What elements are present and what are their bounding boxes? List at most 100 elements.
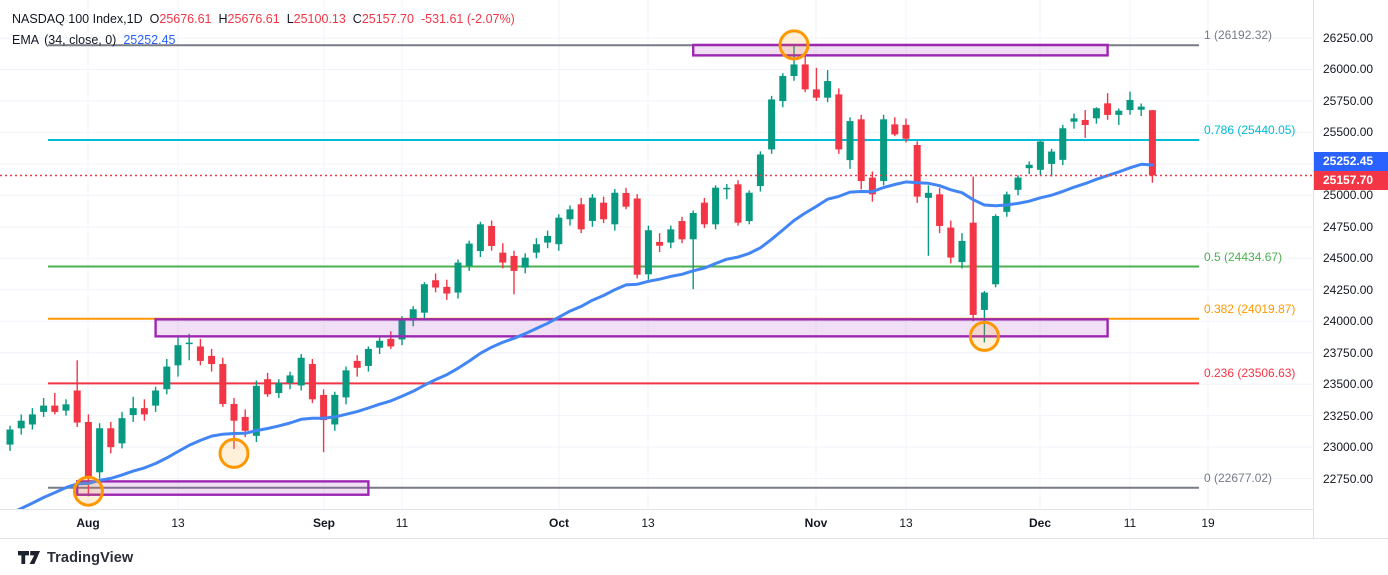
candle: [868, 171, 876, 202]
candle-body: [241, 416, 249, 431]
demand-zone-bottom[interactable]: [75, 480, 370, 496]
candle: [835, 88, 843, 154]
candle-body: [544, 235, 552, 243]
fib-retracement-tool[interactable]: [48, 44, 1199, 489]
candle: [476, 221, 484, 258]
candle: [1036, 139, 1044, 176]
candle-body: [936, 194, 944, 226]
candle-body: [320, 394, 328, 421]
indicator-legend-row[interactable]: EMA (34, close, 0) 25252.45: [12, 29, 515, 50]
candle-body: [667, 229, 675, 243]
candle: [331, 391, 339, 431]
candle: [28, 408, 36, 430]
candle-body: [286, 375, 294, 383]
candle-body: [577, 204, 585, 230]
candle-body: [555, 217, 563, 245]
price-tick-label: 25500.00: [1323, 125, 1374, 140]
candle-body: [129, 408, 137, 416]
candle: [275, 379, 283, 399]
candle: [443, 279, 451, 300]
candle: [779, 73, 787, 108]
candle-body: [140, 408, 148, 415]
fib-level-label[interactable]: 0.786 (25440.05): [1204, 122, 1296, 137]
candle-body: [174, 345, 182, 366]
candle-body: [846, 121, 854, 161]
price-tick-label: 23750.00: [1323, 345, 1374, 360]
candle: [712, 185, 720, 230]
candle-body: [1104, 103, 1112, 115]
candle-body: [84, 421, 92, 477]
candle-body: [1126, 99, 1134, 111]
candle: [1104, 93, 1112, 120]
candle: [1148, 110, 1156, 183]
candle-body: [275, 382, 283, 394]
candle: [936, 187, 944, 234]
candle-body: [62, 404, 70, 411]
low-value: L25100.13: [286, 11, 346, 26]
candle: [656, 233, 664, 253]
candle-body: [1137, 106, 1145, 110]
candle-body: [364, 348, 372, 366]
time-scale[interactable]: Aug 13 Sep 11 Oct 13 Nov 13 Dec 11 19: [0, 509, 1388, 539]
candle: [420, 282, 428, 319]
candlestick-series: [6, 45, 1156, 497]
tradingview-brand[interactable]: TradingView: [18, 550, 133, 566]
time-tick-label: 13: [899, 516, 913, 530]
candle-body: [398, 319, 406, 340]
price-tick-label: 23500.00: [1323, 377, 1374, 392]
candle: [353, 355, 361, 377]
candle-body: [96, 428, 104, 473]
fib-level-label[interactable]: 0.236 (23506.63): [1204, 366, 1296, 381]
candle: [846, 117, 854, 169]
candle-body: [756, 154, 764, 187]
candle: [432, 273, 440, 293]
fib-level-label[interactable]: 1 (26192.32): [1204, 28, 1273, 43]
candle-body: [924, 192, 932, 198]
candle-body: [73, 390, 81, 423]
candle: [812, 67, 820, 101]
candle: [342, 366, 350, 405]
candle-body: [1092, 108, 1100, 119]
price-badge: 25157.70: [1314, 171, 1388, 190]
candle-body: [420, 284, 428, 313]
candle-body: [107, 428, 115, 448]
candle-body: [409, 309, 417, 321]
fib-level-label[interactable]: 0 (22677.02): [1204, 470, 1273, 485]
candle: [756, 151, 764, 192]
time-tick-label: Aug: [76, 516, 100, 530]
chart-pane[interactable]: NASDAQ 100 Index, 1D O25676.61 H25676.61…: [0, 0, 1313, 509]
candle: [17, 414, 25, 435]
candle-body: [1115, 110, 1123, 115]
candle: [902, 118, 910, 143]
candle-body: [1036, 141, 1044, 170]
candle-body: [28, 414, 36, 425]
candle: [689, 210, 697, 290]
highlight-circle-marker[interactable]: [778, 29, 810, 61]
price-scale[interactable]: 26250.0026000.0025750.0025500.0025250.00…: [1313, 0, 1388, 538]
highlight-circle-marker[interactable]: [968, 320, 1000, 352]
symbol-legend-row[interactable]: NASDAQ 100 Index, 1D O25676.61 H25676.61…: [12, 8, 515, 29]
candle-body: [219, 364, 227, 404]
ema-line[interactable]: [10, 162, 1154, 509]
candle: [678, 216, 686, 244]
fib-level-label[interactable]: 0.382 (24019.87): [1204, 301, 1296, 316]
indicator-name[interactable]: EMA: [12, 32, 40, 47]
interval-label[interactable]: 1D: [126, 11, 143, 26]
chart-canvas[interactable]: [0, 0, 1313, 509]
candle: [745, 190, 753, 225]
symbol-title[interactable]: NASDAQ 100 Index: [12, 11, 124, 26]
fib-level-label[interactable]: 0.5 (24434.67): [1204, 249, 1283, 264]
candle: [364, 346, 372, 372]
chart-legend: NASDAQ 100 Index, 1D O25676.61 H25676.61…: [12, 8, 515, 50]
highlight-circle-marker[interactable]: [72, 475, 104, 507]
highlight-circle-marker[interactable]: [218, 437, 250, 469]
demand-zone-middle[interactable]: [154, 318, 1109, 338]
candle-body: [712, 187, 720, 225]
candle-body: [454, 262, 462, 293]
candle: [51, 393, 59, 415]
candle: [208, 348, 216, 372]
candle: [118, 411, 126, 449]
candle: [6, 425, 14, 451]
candle: [891, 117, 899, 137]
supply-zone-top[interactable]: [692, 43, 1109, 57]
